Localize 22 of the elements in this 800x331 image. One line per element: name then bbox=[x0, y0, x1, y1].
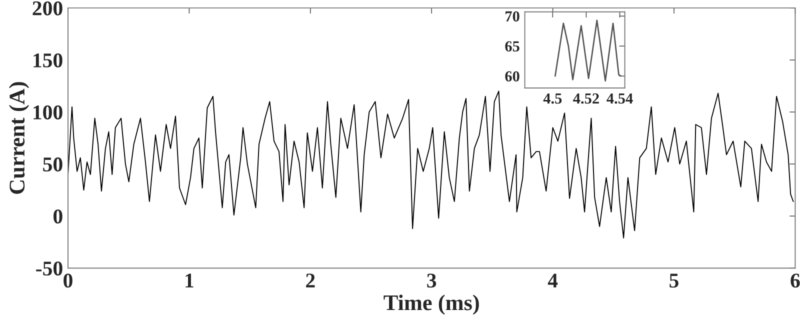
x-axis-title: Time (ms) bbox=[384, 294, 479, 315]
y-tick-label: 65 bbox=[505, 41, 520, 52]
x-tick-label: 4.5 bbox=[543, 93, 562, 104]
y-tick-label: 100 bbox=[34, 105, 62, 120]
x-tick-label: 5 bbox=[670, 274, 678, 288]
x-tick-label: 3 bbox=[427, 274, 436, 288]
y-axis-title: Current (A) bbox=[8, 82, 30, 194]
y-tick-label: 50 bbox=[43, 157, 62, 172]
x-tick-label: 1 bbox=[186, 274, 194, 288]
y-tick-label: 150 bbox=[34, 53, 62, 68]
y-tick-label: 60 bbox=[505, 71, 520, 82]
x-tick-label: 2 bbox=[306, 274, 315, 288]
x-tick-label: 0 bbox=[64, 274, 72, 288]
line-series bbox=[68, 90, 794, 238]
y-tick-label: 0 bbox=[54, 209, 62, 224]
x-tick-label: 6 bbox=[790, 274, 800, 288]
y-tick-label: -50 bbox=[36, 261, 62, 276]
x-tick-label: 4 bbox=[548, 274, 558, 288]
y-tick-label: 200 bbox=[32, 1, 62, 16]
y-tick-label: 70 bbox=[506, 11, 520, 22]
x-tick-label: 4.52 bbox=[573, 93, 599, 104]
x-tick-label: 4.54 bbox=[606, 93, 633, 104]
